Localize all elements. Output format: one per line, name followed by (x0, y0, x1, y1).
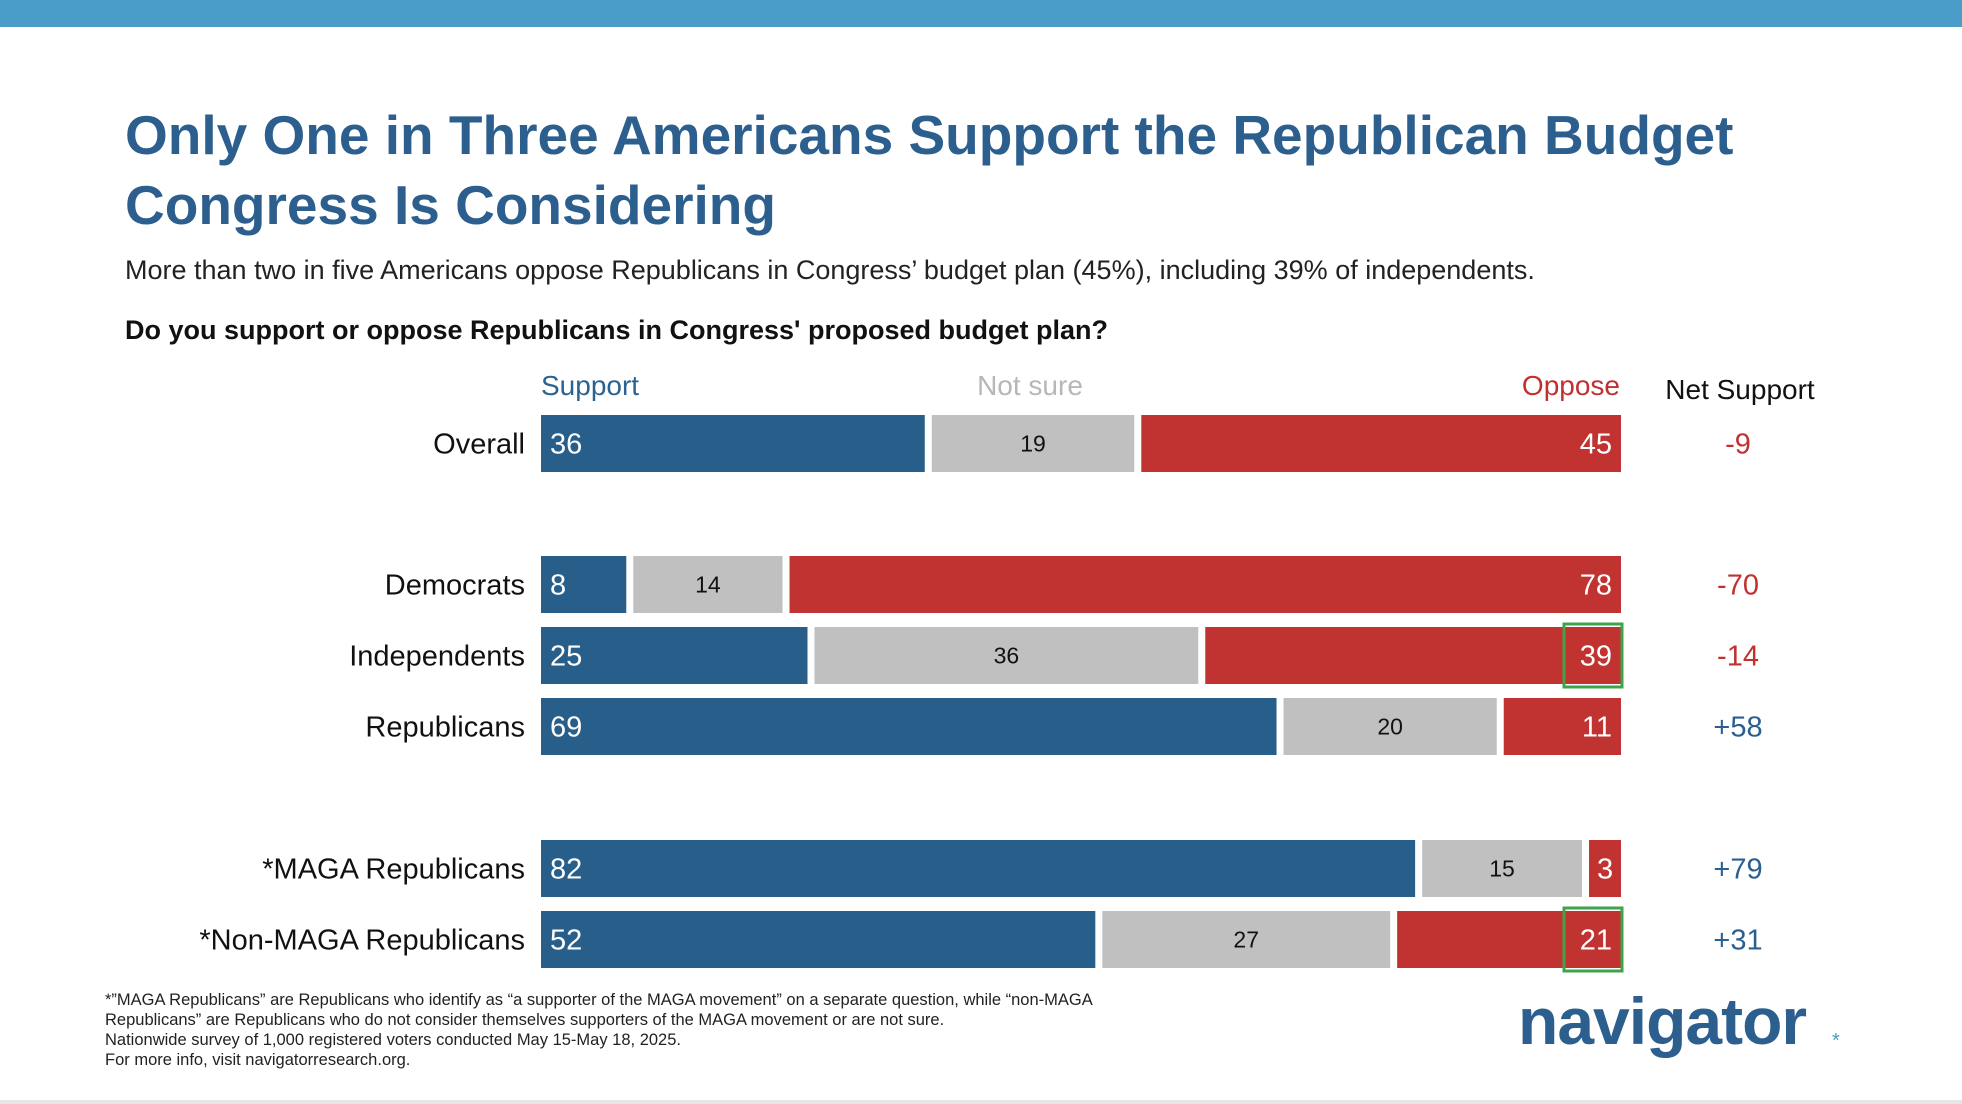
oppose-bar (789, 556, 1621, 613)
not-sure-bar (1422, 840, 1583, 897)
footnote: *”MAGA Republicans” are Republicans who … (105, 990, 1305, 1070)
bottom-border (0, 1100, 1962, 1104)
category-label: Independents (349, 641, 525, 673)
category-label: Republicans (365, 712, 525, 744)
support-bar (541, 556, 627, 613)
column-header-support: Support (541, 370, 640, 401)
oppose-value-label: 3 (1597, 854, 1613, 886)
not-sure-bar (633, 556, 783, 613)
support-bar (541, 840, 1416, 897)
oppose-bar (1589, 840, 1621, 897)
not-sure-value-label: 15 (1489, 856, 1515, 882)
page-title: Only One in Three Americans Support the … (125, 104, 1734, 236)
category-label: *Non-MAGA Republicans (199, 925, 525, 957)
top-accent-bar (0, 0, 1962, 27)
footnote-line: Nationwide survey of 1,000 registered vo… (105, 1031, 681, 1049)
not-sure-value-label: 14 (695, 572, 721, 598)
column-header-not-sure: Not sure (977, 370, 1083, 401)
oppose-bar (1205, 627, 1621, 684)
oppose-value-label: 21 (1580, 925, 1612, 957)
support-value-label: 52 (550, 925, 582, 957)
not-sure-bar (1283, 698, 1497, 755)
navigator-logo: navigator (1518, 984, 1807, 1058)
oppose-value-label: 39 (1580, 641, 1612, 673)
support-value-label: 69 (550, 712, 582, 744)
not-sure-bar (1102, 911, 1391, 968)
oppose-bar (1397, 911, 1621, 968)
support-bar (541, 627, 808, 684)
not-sure-value-label: 27 (1233, 927, 1259, 953)
not-sure-bar (814, 627, 1199, 684)
net-support-value: -70 (1717, 570, 1759, 602)
logo-star-icon: * (1832, 1030, 1840, 1052)
support-bar (541, 911, 1096, 968)
not-sure-value-label: 19 (1020, 431, 1046, 457)
footnote-line: *”MAGA Republicans” are Republicans who … (105, 991, 1093, 1009)
not-sure-value-label: 36 (994, 643, 1020, 669)
net-support-value: +79 (1713, 854, 1762, 886)
column-header-net-support: Net Support (1665, 374, 1815, 405)
support-value-label: 82 (550, 854, 582, 886)
oppose-value-label: 45 (1580, 429, 1612, 461)
footnote-line: Republicans” are Republicans who do not … (105, 1011, 945, 1029)
category-label: Democrats (385, 570, 525, 602)
footnote-line: For more info, visit navigatorresearch.o… (105, 1051, 411, 1069)
column-header-oppose: Oppose (1521, 370, 1620, 401)
net-support-value: +58 (1713, 712, 1762, 744)
support-value-label: 36 (550, 429, 582, 461)
net-support-value: -14 (1717, 641, 1759, 673)
category-label: Overall (433, 429, 525, 461)
oppose-bar (1141, 415, 1621, 472)
not-sure-bar (931, 415, 1135, 472)
category-label: *MAGA Republicans (262, 854, 525, 886)
highlight-box (1562, 906, 1624, 973)
support-bar (541, 698, 1277, 755)
not-sure-value-label: 20 (1377, 714, 1403, 740)
survey-question: Do you support or oppose Republicans in … (125, 315, 1108, 345)
support-value-label: 25 (550, 641, 582, 673)
oppose-value-label: 11 (1582, 712, 1612, 744)
support-value-label: 8 (550, 570, 566, 602)
highlight-box (1562, 622, 1624, 689)
oppose-bar (1503, 698, 1621, 755)
oppose-value-label: 78 (1580, 570, 1612, 602)
net-support-value: -9 (1725, 429, 1751, 461)
net-support-value: +31 (1713, 925, 1762, 957)
support-bar (541, 415, 925, 472)
page-subtitle: More than two in five Americans oppose R… (125, 255, 1535, 285)
